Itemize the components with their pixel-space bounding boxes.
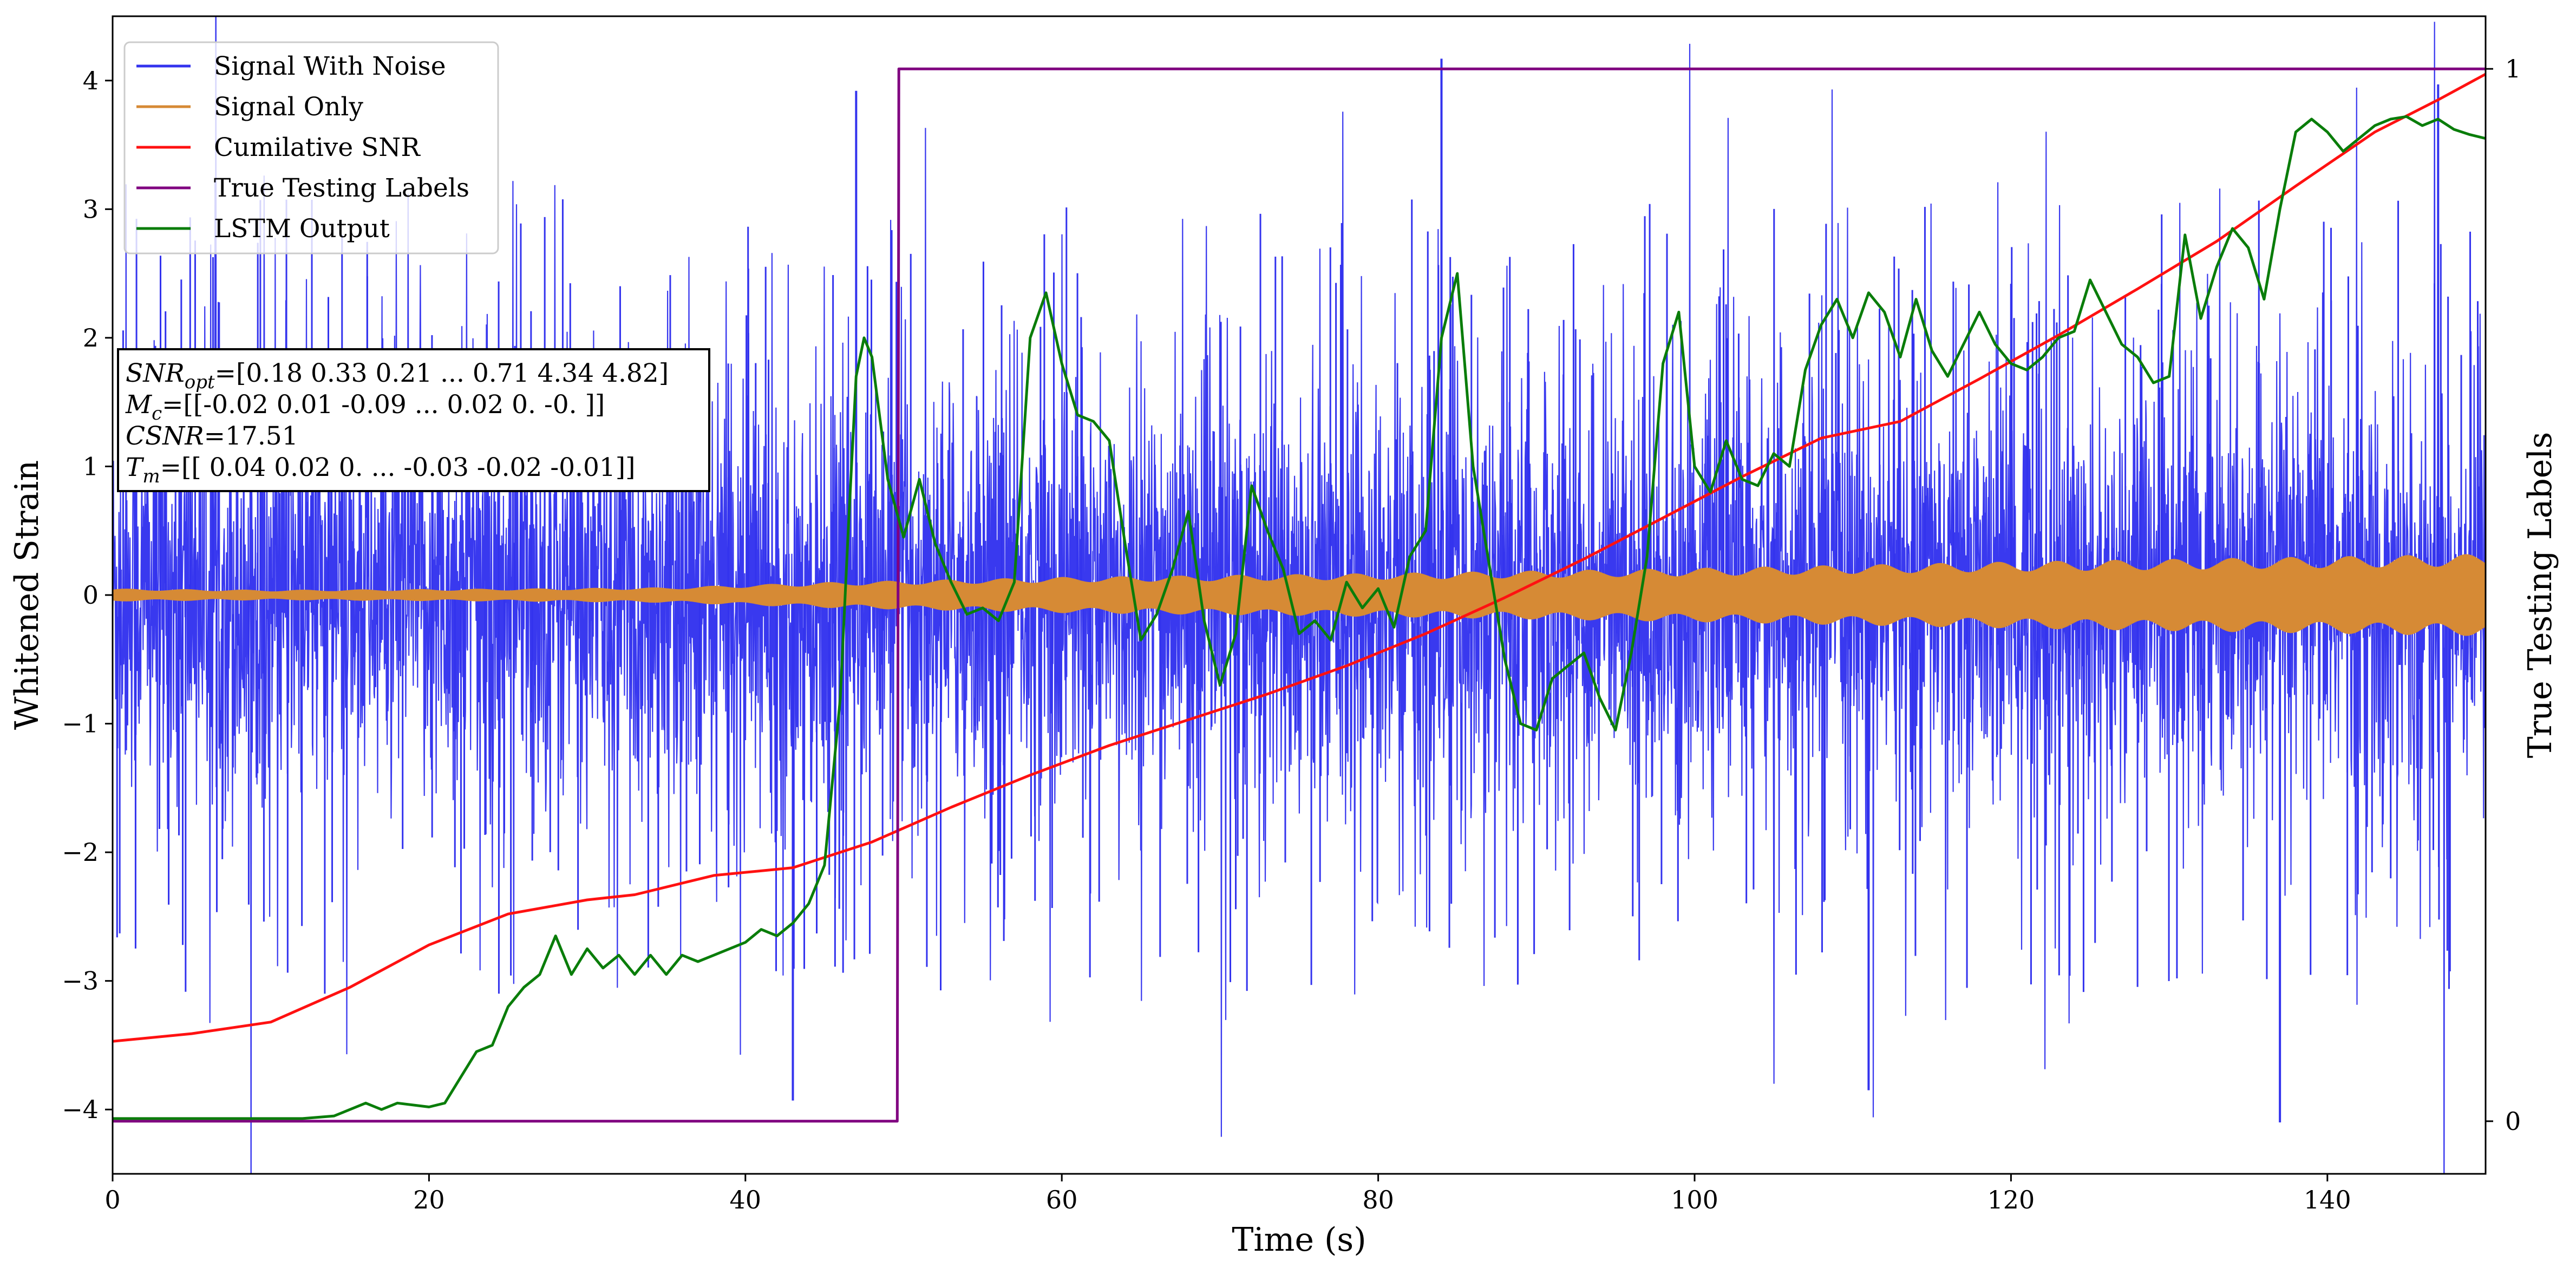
lstm-output-path [113, 115, 2486, 1120]
y2-tick-label: 0 [2505, 1107, 2521, 1136]
annotation-subscript: c [152, 403, 162, 424]
annotation-subscript: m [142, 466, 160, 487]
y-tick-label: −4 [62, 1095, 99, 1124]
annotation-symbol: M [125, 390, 153, 420]
y-tick-label: 4 [83, 66, 99, 95]
x-tick-label: 100 [1671, 1185, 1718, 1214]
x-tick-label: 40 [730, 1185, 762, 1214]
true-testing-labels-line [113, 67, 2486, 1123]
annotation-line: SNRopt=[0.18 0.33 0.21 ... 0.71 4.34 4.8… [126, 358, 669, 393]
cumulative-snr-line [113, 73, 2486, 1043]
x-tick-label: 20 [413, 1185, 445, 1214]
legend: Signal With Noise Signal Only Cumilative S… [123, 41, 499, 254]
annotation-symbol: T [126, 453, 145, 482]
annotation-value: =[[-0.02 0.01 -0.09 ... 0.02 0. -0. ]] [162, 390, 605, 420]
true-testing-labels-path [113, 67, 2486, 1123]
y-tick-label: −2 [62, 838, 99, 867]
parameter-annotation-box: SNRopt=[0.18 0.33 0.21 ... 0.71 4.34 4.8… [117, 348, 710, 492]
annotation-symbol: CSNR [126, 421, 204, 451]
y2-tick-label: 1 [2505, 54, 2521, 83]
x-tick-label: 0 [104, 1185, 120, 1214]
y-tick-label: 0 [83, 580, 99, 610]
annotation-value: =17.51 [204, 421, 298, 451]
x-axis: 0 20 40 60 80 100 120 140 [104, 1174, 2351, 1214]
y-tick-label: 3 [83, 194, 99, 224]
lstm-output-line [113, 115, 2486, 1120]
signal-only-band [113, 554, 2486, 636]
annotation-line: Tm=[[ 0.04 0.02 0. ... -0.03 -0.02 -0.01… [126, 453, 635, 487]
y-tick-label: −1 [62, 709, 99, 739]
legend-label: LSTM Output [214, 214, 390, 244]
annotation-value: =[[ 0.04 0.02 0. ... -0.03 -0.02 -0.01]] [160, 453, 636, 482]
y-tick-label: −3 [62, 966, 99, 996]
annotation-line: CSNR=17.51 [126, 421, 298, 451]
legend-label: Cumilative SNR [214, 133, 421, 162]
cumulative-snr-path [113, 73, 2486, 1043]
y-axis-title: Whitened Strain [8, 460, 46, 730]
legend-label: True Testing Labels [214, 173, 469, 203]
y2-axis: 01 [2486, 54, 2521, 1136]
signal-with-noise-line [113, 16, 2486, 1174]
annotation-line: Mc=[[-0.02 0.01 -0.09 ... 0.02 0. -0. ]] [125, 390, 605, 424]
annotation-box [117, 348, 710, 492]
legend-label: Signal Only [214, 92, 363, 122]
x-tick-label: 140 [2304, 1185, 2351, 1214]
legend-box [123, 41, 499, 254]
y-tick-label: 1 [83, 452, 99, 481]
annotation-symbol: SNR [126, 358, 185, 388]
x-tick-label: 60 [1046, 1185, 1078, 1214]
signal-only-path [113, 554, 2486, 636]
y-tick-label: 2 [83, 323, 99, 352]
y2-axis-title: True Testing Labels [2521, 432, 2559, 759]
x-axis-title: Time (s) [1232, 1221, 1366, 1259]
x-tick-label: 80 [1362, 1185, 1394, 1214]
legend-label: Signal With Noise [214, 51, 446, 81]
x-tick-label: 120 [1987, 1185, 2035, 1214]
annotation-subscript: opt [185, 371, 215, 393]
annotation-value: =[0.18 0.33 0.21 ... 0.71 4.34 4.82] [215, 358, 669, 388]
y-axis: −4 −3 −2 −1 0 1 2 3 4 [62, 66, 113, 1124]
